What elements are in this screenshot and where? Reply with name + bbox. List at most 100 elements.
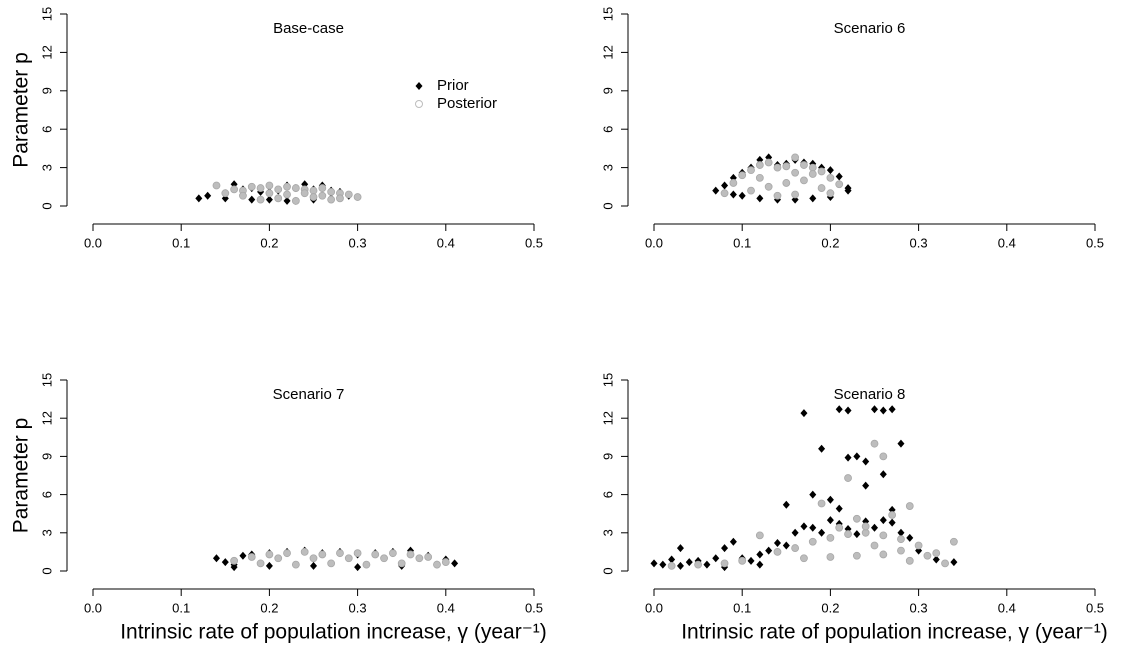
- prior-point: [712, 554, 720, 563]
- legend-label: Prior: [437, 77, 469, 94]
- posterior-point: [283, 549, 291, 558]
- posterior-point: [747, 166, 755, 175]
- x-tick-label: 0.5: [525, 600, 543, 615]
- prior-point: [773, 538, 781, 547]
- prior-point: [204, 191, 212, 200]
- posterior-point: [764, 182, 773, 191]
- x-tick-label: 0.2: [821, 235, 839, 250]
- posterior-point: [738, 556, 747, 565]
- posterior-point: [764, 158, 773, 167]
- posterior-point: [729, 179, 738, 187]
- y-tick-label: 9: [39, 453, 54, 460]
- prior-point: [265, 195, 273, 204]
- prior-point: [906, 533, 914, 542]
- posterior-point: [300, 189, 309, 198]
- posterior-point: [888, 511, 897, 519]
- posterior-point: [247, 182, 256, 191]
- posterior-point: [817, 499, 826, 508]
- prior-point: [809, 523, 817, 532]
- posterior-point: [415, 554, 424, 563]
- posterior-point: [870, 439, 879, 448]
- prior-point: [826, 516, 834, 525]
- prior-point: [950, 558, 958, 567]
- prior-point: [888, 518, 896, 527]
- x-tick-label: 0.1: [172, 600, 190, 615]
- prior-point: [853, 530, 861, 539]
- prior-point: [221, 558, 229, 567]
- posterior-point: [353, 549, 362, 558]
- prior-point: [826, 166, 834, 175]
- posterior-point: [870, 541, 879, 550]
- posterior-point: [433, 560, 441, 569]
- posterior-point: [291, 184, 300, 192]
- prior-point: [712, 186, 720, 195]
- posterior-point: [256, 184, 265, 192]
- panel-title: Base-case: [273, 20, 344, 37]
- posterior-point: [905, 556, 914, 565]
- x-tick-label: 0.1: [733, 235, 751, 250]
- prior-point: [932, 555, 940, 564]
- posterior-point: [309, 193, 318, 201]
- x-tick-label: 0.1: [733, 600, 751, 615]
- prior-point: [844, 453, 852, 462]
- posterior-point: [239, 191, 247, 200]
- prior-point: [897, 528, 905, 537]
- posterior-point: [932, 549, 941, 558]
- x-tick-label: 0.4: [437, 600, 455, 615]
- posterior-point: [283, 190, 291, 199]
- prior-point: [765, 546, 773, 555]
- x-tick-label: 0.4: [437, 235, 455, 250]
- posterior-point: [879, 550, 888, 559]
- x-tick-label: 0.2: [821, 600, 839, 615]
- posterior-point: [300, 548, 309, 556]
- posterior-point: [755, 531, 764, 540]
- posterior-point: [782, 179, 791, 187]
- posterior-point: [817, 167, 826, 176]
- prior-point: [738, 191, 746, 200]
- prior-point: [676, 561, 684, 570]
- posterior-point: [861, 528, 870, 537]
- prior-point: [791, 528, 799, 537]
- posterior-point: [397, 559, 406, 568]
- posterior-point: [844, 530, 852, 538]
- posterior-point: [791, 168, 800, 177]
- posterior-point: [844, 474, 852, 482]
- posterior-point: [861, 522, 870, 531]
- posterior-point: [344, 554, 353, 563]
- posterior-point: [424, 553, 433, 561]
- y-axis-label: Parameter p: [10, 418, 33, 534]
- posterior-point: [800, 554, 808, 563]
- prior-point: [879, 406, 887, 415]
- x-tick-label: 0.0: [645, 600, 663, 615]
- y-tick-label: 6: [600, 491, 615, 498]
- posterior-point: [826, 533, 835, 542]
- posterior-point: [327, 188, 336, 196]
- x-tick-label: 0.4: [998, 235, 1016, 250]
- y-tick-label: 15: [600, 7, 615, 21]
- y-tick-label: 12: [39, 45, 54, 59]
- posterior-point: [441, 558, 450, 566]
- y-tick-label: 12: [600, 45, 615, 59]
- prior-point: [195, 194, 203, 203]
- x-tick-label: 0.2: [260, 235, 278, 250]
- prior-point: [818, 444, 826, 453]
- posterior-point: [755, 161, 764, 169]
- prior-point: [310, 561, 317, 570]
- posterior-point: [274, 185, 283, 194]
- y-tick-label: 0: [39, 567, 54, 574]
- posterior-point: [336, 194, 344, 203]
- posterior-point: [344, 190, 353, 199]
- posterior-point: [667, 562, 676, 570]
- posterior-point: [782, 162, 791, 171]
- posterior-point: [852, 551, 861, 560]
- posterior-point: [309, 554, 318, 563]
- posterior-point: [808, 163, 817, 172]
- posterior-point: [221, 189, 230, 198]
- prior-point: [729, 190, 737, 199]
- prior-point: [729, 537, 737, 546]
- prior-point: [800, 409, 808, 418]
- x-tick-label: 0.5: [1086, 600, 1104, 615]
- prior-point: [685, 558, 693, 567]
- posterior-point: [247, 553, 256, 561]
